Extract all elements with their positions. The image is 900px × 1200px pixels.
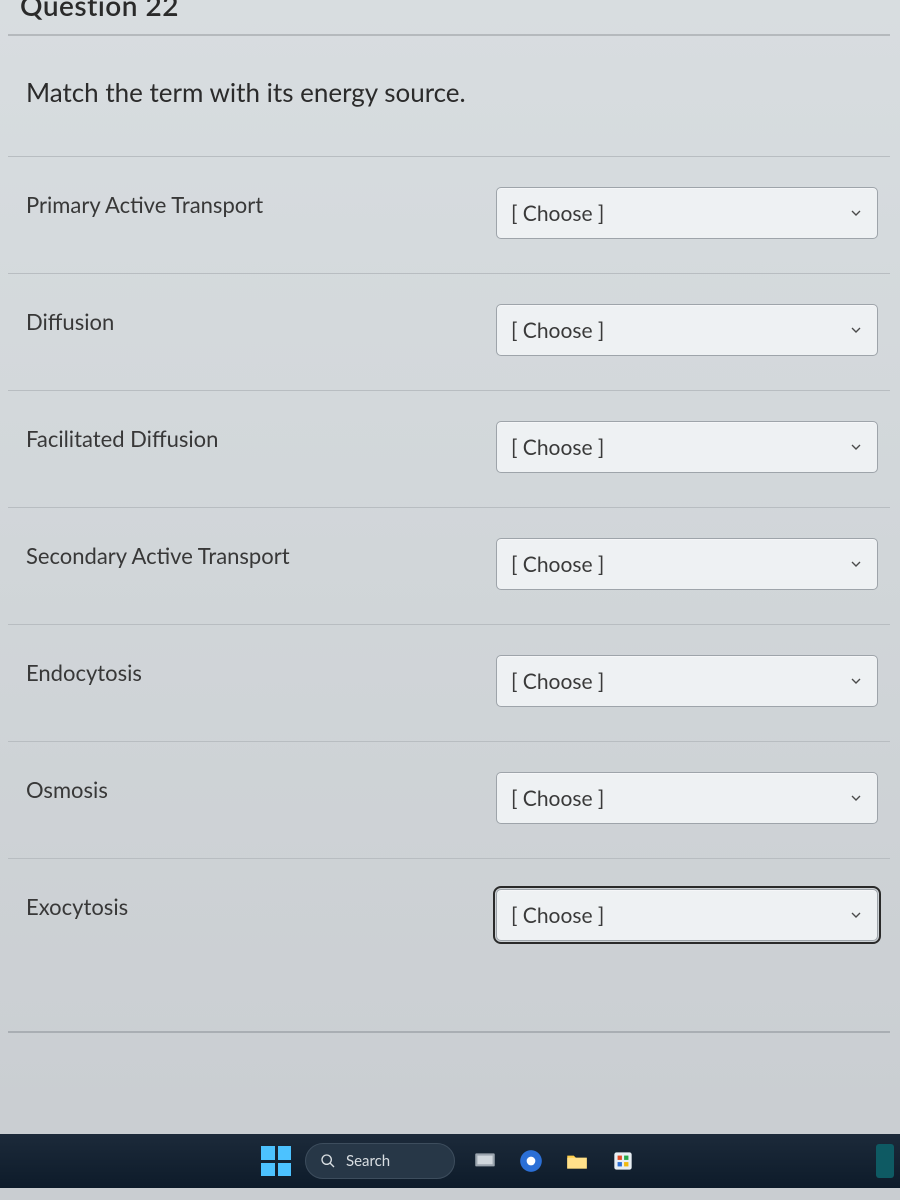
match-row: Endocytosis[ Choose ] [8,625,890,742]
match-select[interactable]: [ Choose ] [496,421,878,473]
question-title: Question 22 [8,0,890,36]
match-select-wrap: [ Choose ] [496,187,878,239]
match-select-wrap: [ Choose ] [496,772,878,824]
match-select-wrap: [ Choose ] [496,304,878,356]
windows-taskbar: Search [0,1134,900,1188]
match-select[interactable]: [ Choose ] [496,772,878,824]
match-row: Facilitated Diffusion[ Choose ] [8,391,890,508]
match-select[interactable]: [ Choose ] [496,187,878,239]
match-select-wrap: [ Choose ] [496,889,878,941]
match-term: Exocytosis [26,889,496,920]
match-select[interactable]: [ Choose ] [496,304,878,356]
question-card: Question 22 Match the term with its ener… [0,0,900,1065]
next-question-title: Question 23 [8,1033,890,1065]
match-select-wrap: [ Choose ] [496,655,878,707]
match-term: Facilitated Diffusion [26,421,496,452]
match-term: Primary Active Transport [26,187,496,218]
taskbar-search-label: Search [346,1152,390,1170]
match-row: Diffusion[ Choose ] [8,274,890,391]
pinned-app-icon[interactable] [607,1145,639,1177]
question-prompt: Match the term with its energy source. [8,36,890,157]
match-row: Secondary Active Transport[ Choose ] [8,508,890,625]
match-select[interactable]: [ Choose ] [496,655,878,707]
start-button[interactable] [261,1146,291,1176]
search-icon [320,1153,336,1169]
match-row: Osmosis[ Choose ] [8,742,890,859]
match-row: Primary Active Transport[ Choose ] [8,157,890,274]
taskbar-right-edge-icon[interactable] [876,1144,894,1178]
match-select[interactable]: [ Choose ] [496,889,878,941]
match-term: Endocytosis [26,655,496,686]
camera-app-icon[interactable] [515,1145,547,1177]
match-term: Secondary Active Transport [26,538,496,569]
file-explorer-icon[interactable] [561,1145,593,1177]
match-term: Diffusion [26,304,496,335]
match-row: Exocytosis[ Choose ] [8,859,890,1001]
match-term: Osmosis [26,772,496,803]
match-select[interactable]: [ Choose ] [496,538,878,590]
match-select-wrap: [ Choose ] [496,538,878,590]
taskbar-search[interactable]: Search [305,1143,455,1179]
task-view-icon[interactable] [469,1145,501,1177]
match-select-wrap: [ Choose ] [496,421,878,473]
